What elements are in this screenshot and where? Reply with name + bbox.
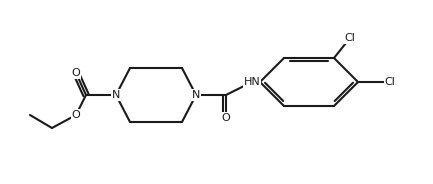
Text: O: O bbox=[71, 68, 81, 78]
Text: Cl: Cl bbox=[385, 77, 395, 87]
Text: N: N bbox=[192, 90, 200, 100]
Text: O: O bbox=[222, 113, 230, 123]
Text: Cl: Cl bbox=[345, 33, 355, 43]
Text: N: N bbox=[112, 90, 120, 100]
Text: O: O bbox=[71, 110, 81, 120]
Text: HN: HN bbox=[244, 77, 260, 87]
